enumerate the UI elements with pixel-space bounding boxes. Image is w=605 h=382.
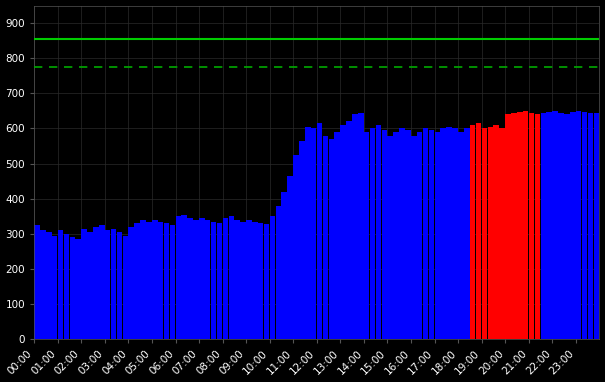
- Bar: [217, 223, 222, 339]
- Bar: [582, 112, 587, 339]
- Bar: [276, 206, 281, 339]
- Bar: [517, 112, 523, 339]
- Bar: [376, 125, 381, 339]
- Bar: [140, 220, 146, 339]
- Bar: [111, 228, 116, 339]
- Bar: [346, 121, 352, 339]
- Bar: [335, 132, 340, 339]
- Bar: [440, 128, 446, 339]
- Bar: [164, 223, 169, 339]
- Bar: [281, 192, 287, 339]
- Bar: [564, 115, 570, 339]
- Bar: [476, 123, 482, 339]
- Bar: [499, 128, 505, 339]
- Bar: [193, 220, 198, 339]
- Bar: [299, 141, 305, 339]
- Bar: [446, 127, 452, 339]
- Bar: [576, 111, 581, 339]
- Bar: [458, 132, 463, 339]
- Bar: [264, 224, 269, 339]
- Bar: [246, 220, 252, 339]
- Bar: [169, 225, 175, 339]
- Bar: [311, 128, 316, 339]
- Bar: [223, 218, 228, 339]
- Bar: [199, 218, 204, 339]
- Bar: [234, 220, 240, 339]
- Bar: [405, 130, 411, 339]
- Bar: [123, 236, 128, 339]
- Bar: [382, 130, 387, 339]
- Bar: [529, 113, 534, 339]
- Bar: [64, 234, 69, 339]
- Bar: [535, 115, 540, 339]
- Bar: [205, 220, 211, 339]
- Bar: [211, 222, 217, 339]
- Bar: [341, 125, 346, 339]
- Bar: [587, 113, 594, 339]
- Bar: [146, 222, 152, 339]
- Bar: [523, 111, 528, 339]
- Bar: [317, 123, 322, 339]
- Bar: [370, 128, 375, 339]
- Bar: [46, 232, 51, 339]
- Bar: [258, 223, 264, 339]
- Bar: [417, 132, 422, 339]
- Bar: [464, 128, 469, 339]
- Bar: [182, 215, 187, 339]
- Bar: [270, 216, 275, 339]
- Bar: [387, 136, 393, 339]
- Bar: [552, 111, 558, 339]
- Bar: [105, 230, 110, 339]
- Bar: [57, 230, 64, 339]
- Bar: [40, 230, 45, 339]
- Bar: [482, 128, 487, 339]
- Bar: [399, 128, 405, 339]
- Bar: [411, 136, 417, 339]
- Bar: [188, 218, 193, 339]
- Bar: [600, 113, 605, 339]
- Bar: [117, 232, 122, 339]
- Bar: [70, 237, 75, 339]
- Bar: [93, 227, 99, 339]
- Bar: [287, 176, 293, 339]
- Bar: [134, 223, 140, 339]
- Bar: [570, 112, 575, 339]
- Bar: [229, 216, 234, 339]
- Bar: [429, 130, 434, 339]
- Bar: [505, 115, 511, 339]
- Bar: [358, 113, 364, 339]
- Bar: [423, 128, 428, 339]
- Bar: [87, 232, 93, 339]
- Bar: [558, 113, 564, 339]
- Bar: [99, 225, 105, 339]
- Bar: [76, 239, 81, 339]
- Bar: [329, 139, 334, 339]
- Bar: [364, 132, 370, 339]
- Bar: [128, 227, 134, 339]
- Bar: [453, 128, 458, 339]
- Bar: [81, 228, 87, 339]
- Bar: [393, 132, 399, 339]
- Bar: [52, 236, 57, 339]
- Bar: [470, 125, 476, 339]
- Bar: [34, 225, 40, 339]
- Bar: [252, 222, 258, 339]
- Bar: [540, 113, 546, 339]
- Bar: [305, 127, 310, 339]
- Bar: [352, 115, 358, 339]
- Bar: [494, 125, 499, 339]
- Bar: [488, 127, 493, 339]
- Bar: [293, 155, 299, 339]
- Bar: [594, 113, 599, 339]
- Bar: [152, 220, 157, 339]
- Bar: [546, 112, 552, 339]
- Bar: [511, 113, 517, 339]
- Bar: [175, 216, 181, 339]
- Bar: [158, 222, 163, 339]
- Bar: [240, 222, 246, 339]
- Bar: [434, 132, 440, 339]
- Bar: [322, 136, 329, 339]
